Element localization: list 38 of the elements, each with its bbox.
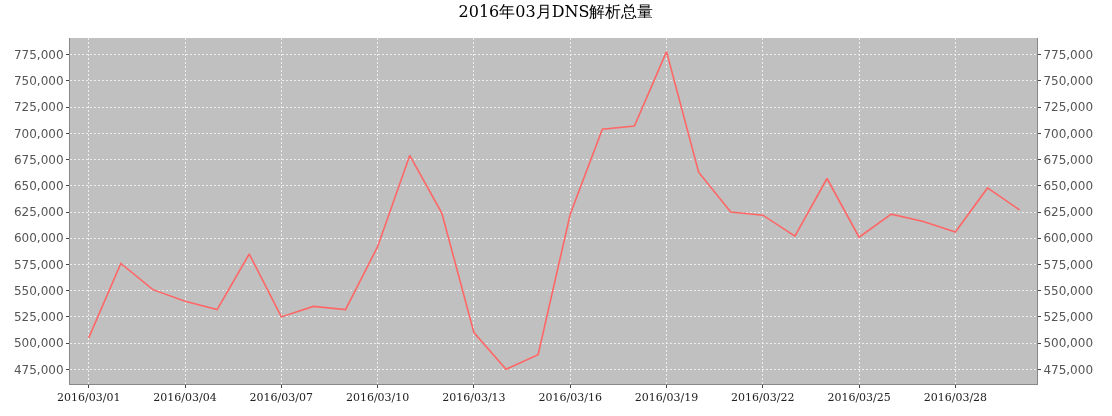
y2-tick-label: 600,000	[1043, 231, 1094, 246]
y-tick-label: 625,000	[13, 205, 64, 220]
x-tick-label: 2016/03/28	[923, 391, 988, 405]
y-tick-label: 775,000	[13, 47, 64, 62]
x-tick-label: 2016/03/04	[153, 391, 217, 405]
x-tick-label: 2016/03/22	[731, 391, 795, 405]
x-tick-label: 2016/03/25	[827, 391, 891, 405]
y-tick-label: 525,000	[13, 310, 64, 325]
y2-tick-label: 475,000	[1043, 362, 1094, 377]
y2-tick-label: 775,000	[1043, 47, 1094, 62]
y-tick-label: 750,000	[13, 74, 64, 89]
y-tick-label: 475,000	[13, 362, 64, 377]
y2-tick-label: 675,000	[1043, 152, 1094, 167]
y2-tick-label: 725,000	[1043, 100, 1094, 115]
y2-tick-label: 700,000	[1043, 126, 1094, 141]
y-tick-label: 575,000	[13, 257, 64, 272]
y-tick-label: 675,000	[13, 152, 64, 167]
x-tick-label: 2016/03/07	[249, 391, 314, 405]
y2-tick-label: 625,000	[1043, 205, 1094, 220]
y-tick-label: 725,000	[13, 100, 64, 115]
y2-tick-label: 525,000	[1043, 310, 1094, 325]
y2-tick-label: 575,000	[1043, 257, 1094, 272]
x-tick-label: 2016/03/10	[345, 391, 410, 405]
y2-tick-label: 650,000	[1043, 179, 1094, 194]
y-tick-label: 500,000	[13, 336, 64, 351]
y-tick-label: 650,000	[13, 179, 64, 194]
line-series	[87, 50, 1021, 371]
x-tick-label: 2016/03/01	[57, 391, 121, 405]
y-tick-label: 700,000	[13, 126, 64, 141]
y-tick-label: 550,000	[13, 283, 64, 298]
y2-tick-label: 550,000	[1043, 283, 1094, 298]
y2-tick-label: 500,000	[1043, 336, 1094, 351]
y2-tick-label: 750,000	[1043, 74, 1094, 89]
x-tick-label: 2016/03/16	[538, 391, 602, 405]
x-tick-label: 2016/03/13	[442, 391, 506, 405]
x-tick-label: 2016/03/19	[634, 391, 699, 405]
chart-title: 2016年03月DNS解析总量	[458, 2, 654, 22]
y-tick-label: 600,000	[13, 231, 64, 246]
